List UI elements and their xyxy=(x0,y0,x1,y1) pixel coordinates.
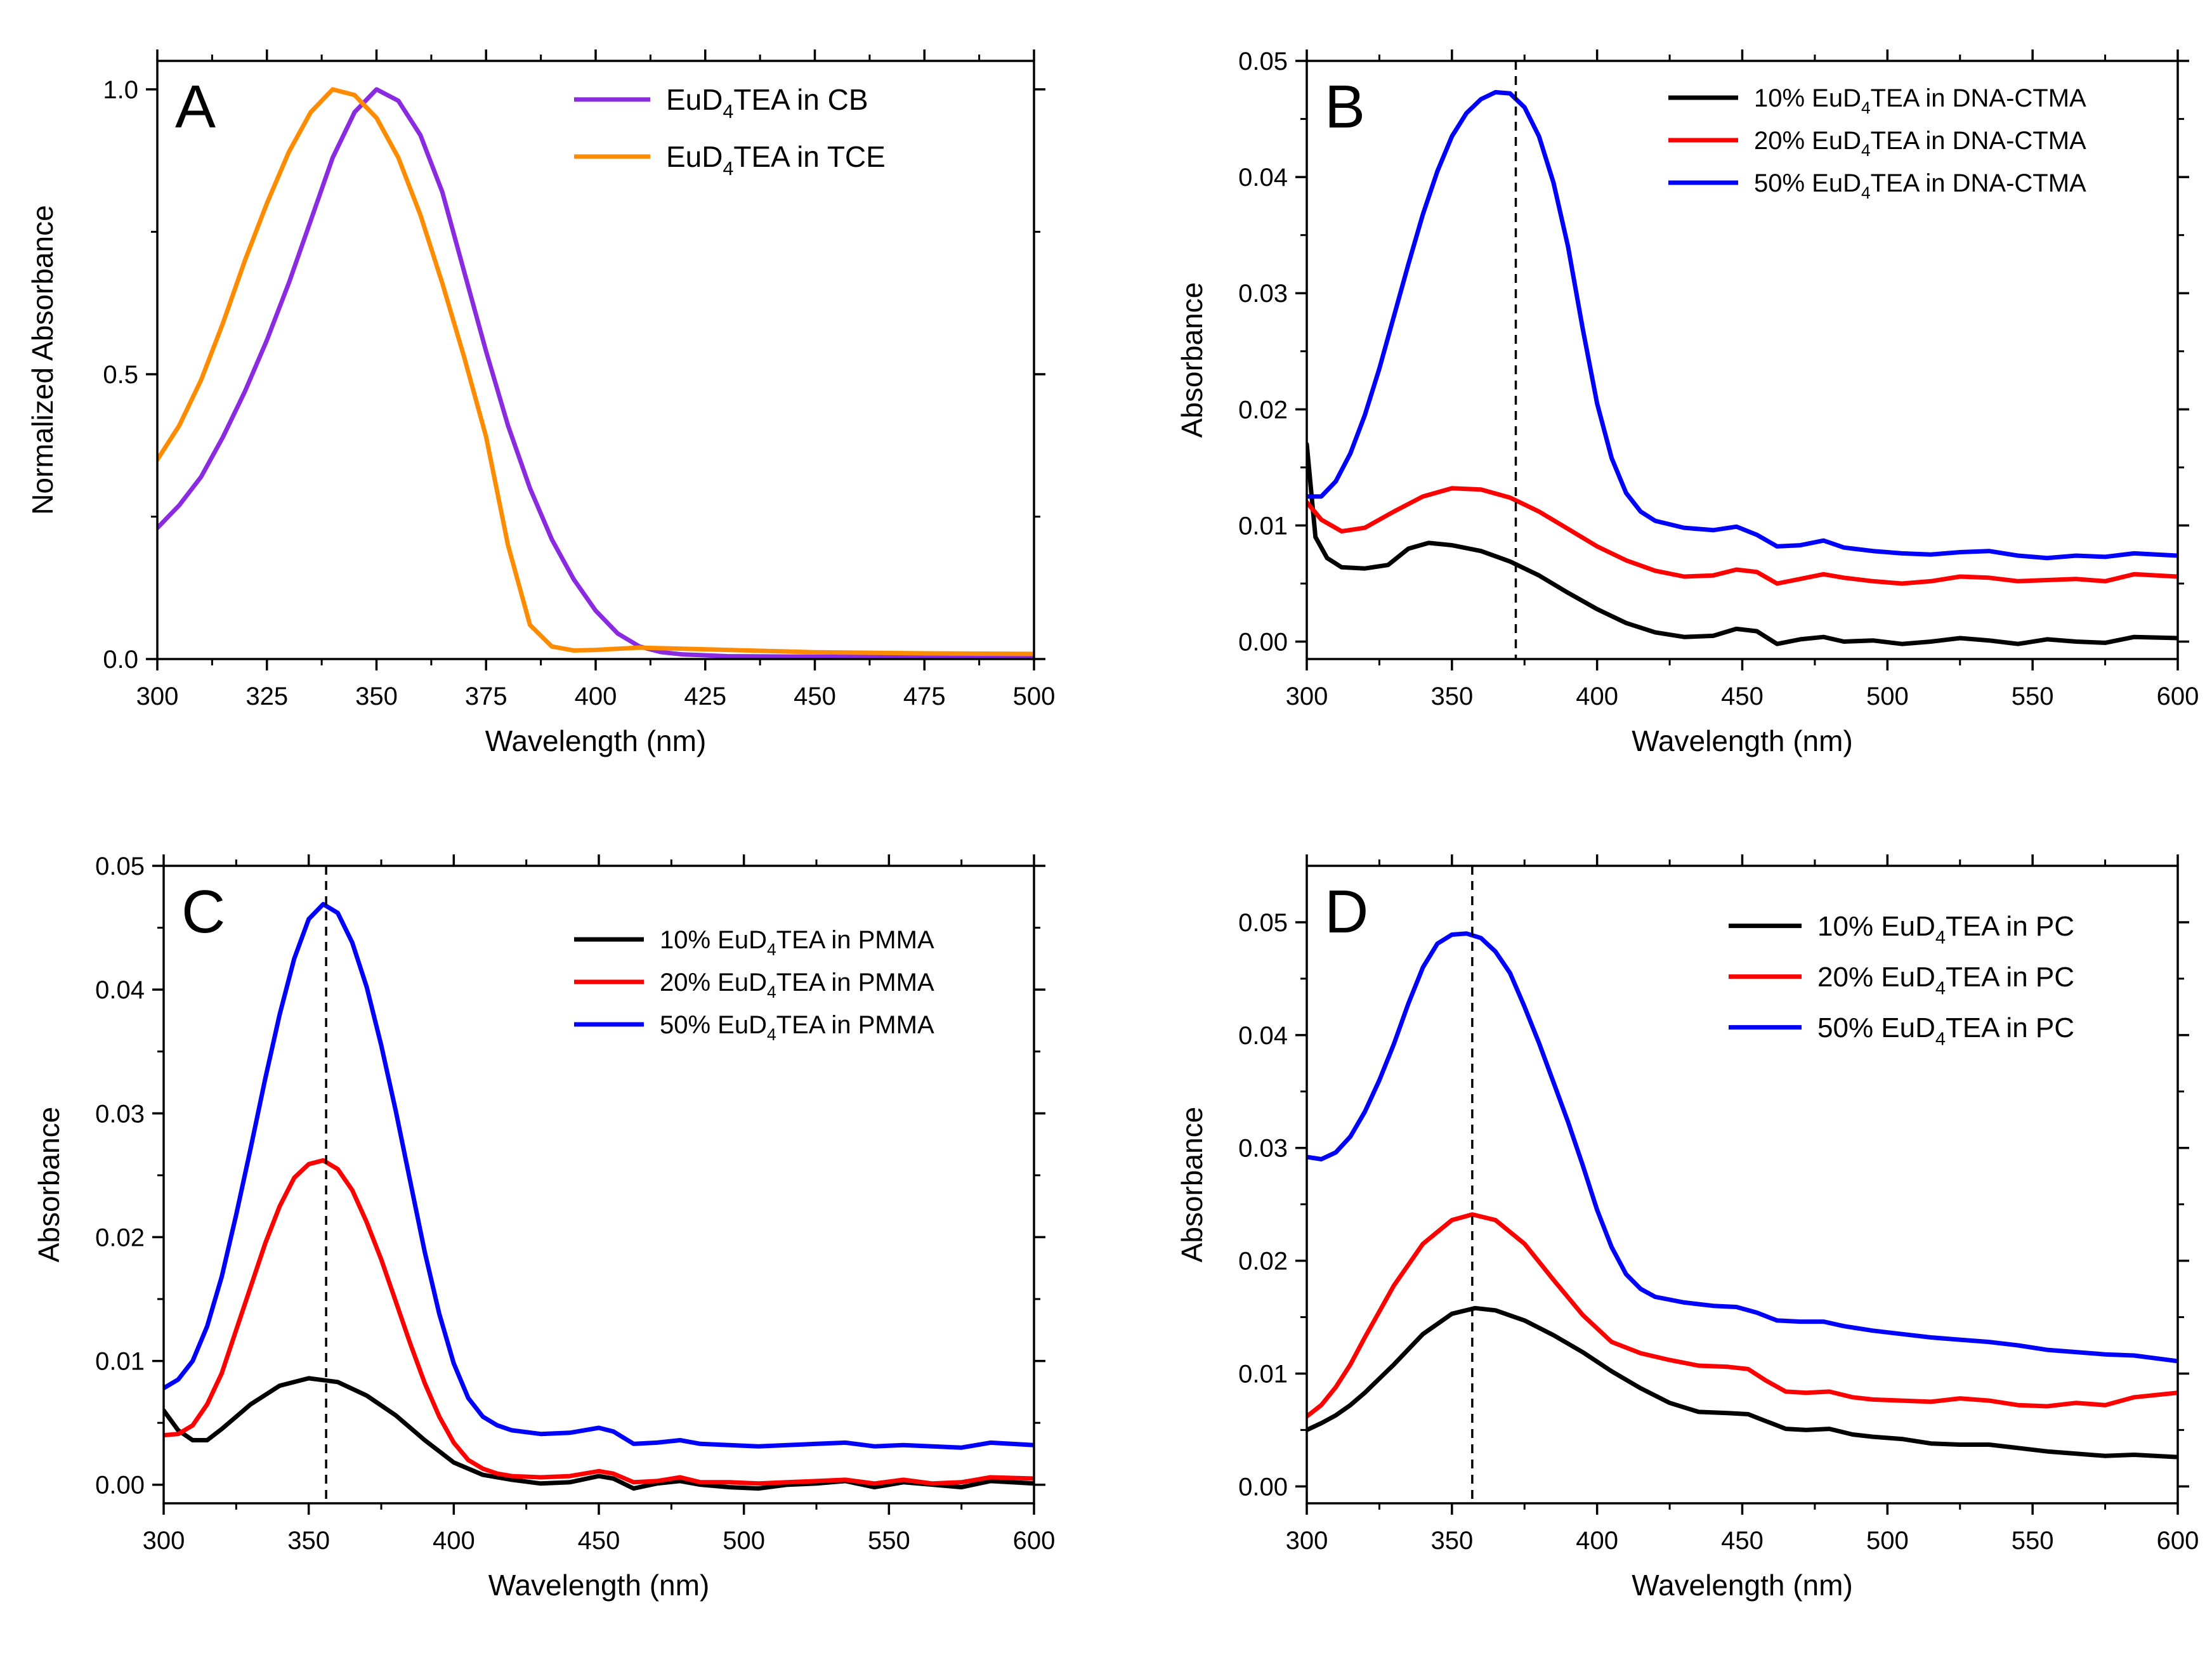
x-tick-label: 300 xyxy=(1286,683,1328,710)
x-axis-title: Wavelength (nm) xyxy=(1632,724,1853,757)
x-tick-label: 325 xyxy=(245,683,288,710)
y-tick-label: 0.00 xyxy=(1238,629,1288,657)
series-line-1 xyxy=(157,87,1034,659)
y-tick-label: 0.5 xyxy=(103,361,138,389)
x-tick-label: 400 xyxy=(433,1527,475,1555)
legend-label: 50% EuD4TEA in PC xyxy=(1817,1012,2074,1049)
y-tick-label: 0.03 xyxy=(1238,1135,1288,1163)
y-tick-label: 0.04 xyxy=(95,976,145,1004)
y-axis-title: Absorbance xyxy=(1175,282,1208,438)
x-tick-label: 350 xyxy=(1430,1527,1473,1555)
y-tick-label: 0.05 xyxy=(95,853,145,880)
legend-label: 50% EuD4TEA in DNA-CTMA xyxy=(1754,169,2086,202)
legend-label: 10% EuD4TEA in PMMA xyxy=(660,926,934,959)
y-tick-label: 0.01 xyxy=(95,1348,145,1376)
x-tick-label: 500 xyxy=(1866,683,1909,710)
series-line-2 xyxy=(1307,486,2178,586)
x-tick-label: 600 xyxy=(1013,1527,1056,1555)
x-tick-label: 350 xyxy=(1430,683,1473,710)
series-line-1 xyxy=(164,1376,1034,1491)
panel-d: 300 350 400 450 500 550 600 0.00 0.01 0.02 0.03 0.0… xyxy=(1175,854,2199,1602)
x-tick-label: 550 xyxy=(868,1527,910,1555)
legend-label: EuD4TEA in TCE xyxy=(666,140,886,180)
panel-b: 300 350 400 450 500 550 600 0.00 0.01 0.02 0.03 0.0… xyxy=(1175,48,2199,757)
y-tick-label: 0.00 xyxy=(1238,1473,1288,1501)
x-axis-title: Wavelength (nm) xyxy=(485,724,707,757)
y-tick-label: 0.03 xyxy=(95,1100,145,1128)
x-axis-title: Wavelength (nm) xyxy=(488,1569,710,1602)
y-axis-title: Normalized Absorbance xyxy=(26,205,59,514)
series-line-3 xyxy=(164,902,1034,1450)
x-tick-label: 550 xyxy=(2012,1527,2054,1555)
legend-label: 50% EuD4TEA in PMMA xyxy=(660,1011,934,1044)
y-axis-title: Absorbance xyxy=(32,1107,65,1263)
x-tick-label: 600 xyxy=(2157,683,2199,710)
x-tick-label: 500 xyxy=(723,1527,765,1555)
y-tick-label: 1.0 xyxy=(103,76,138,104)
x-tick-label: 300 xyxy=(1286,1527,1328,1555)
panel-a: 300 325 350 375 400 425 450 475 500 0.0 0.5 1.0 Wave… xyxy=(26,49,1055,757)
legend-label: 20% EuD4TEA in PC xyxy=(1817,962,2074,998)
x-tick-label: 500 xyxy=(1866,1527,1909,1555)
x-tick-label: 450 xyxy=(1721,683,1764,710)
legend: 10% EuD4TEA in PMMA 20% EuD4TEA in PMMA 50… xyxy=(574,926,934,1044)
x-tick-label: 400 xyxy=(575,683,617,710)
x-tick-label: 425 xyxy=(684,683,726,710)
y-tick-label: 0.04 xyxy=(1238,164,1288,192)
series-line-2 xyxy=(1307,1212,2178,1419)
x-tick-label: 400 xyxy=(1576,1527,1618,1555)
x-axis-title: Wavelength (nm) xyxy=(1632,1569,1853,1602)
legend-label: 10% EuD4TEA in PC xyxy=(1817,911,2074,948)
y-tick-label: 0.00 xyxy=(95,1472,145,1499)
y-tick-label: 0.02 xyxy=(1238,1248,1288,1276)
x-tick-label: 475 xyxy=(903,683,946,710)
panel-letter: A xyxy=(175,73,216,141)
y-tick-label: 0.02 xyxy=(95,1224,145,1251)
legend: EuD4TEA in CB EuD4TEA in TCE xyxy=(574,83,886,180)
x-tick-label: 400 xyxy=(1576,683,1618,710)
series-line-3 xyxy=(1307,89,2178,561)
y-tick-label: 0.03 xyxy=(1238,280,1288,308)
series-line-2 xyxy=(157,87,1034,657)
x-tick-label: 550 xyxy=(2012,683,2054,710)
series-line-1 xyxy=(1307,441,2178,646)
x-tick-label: 300 xyxy=(143,1527,185,1555)
legend: 10% EuD4TEA in PC 20% EuD4TEA in PC 50% Eu… xyxy=(1729,911,2074,1049)
x-tick-label: 300 xyxy=(136,683,179,710)
y-tick-label: 0.05 xyxy=(1238,909,1288,937)
x-tick-label: 450 xyxy=(794,683,836,710)
legend: 10% EuD4TEA in DNA-CTMA 20% EuD4TEA in DN… xyxy=(1668,84,2086,202)
legend-label: EuD4TEA in CB xyxy=(666,83,868,122)
y-tick-label: 0.01 xyxy=(1238,512,1288,540)
legend-label: 20% EuD4TEA in DNA-CTMA xyxy=(1754,127,2086,160)
panel-c: 300 350 400 450 500 550 600 0.00 0.01 0.02 0.03 0.0… xyxy=(32,853,1055,1602)
y-tick-label: 0.01 xyxy=(1238,1360,1288,1388)
x-tick-label: 350 xyxy=(287,1527,330,1555)
y-tick-label: 0.0 xyxy=(103,646,138,674)
series-line-2 xyxy=(164,1158,1034,1486)
series-line-3 xyxy=(1307,931,2178,1364)
panel-letter: D xyxy=(1325,878,1368,946)
x-tick-label: 500 xyxy=(1013,683,1056,710)
legend-label: 20% EuD4TEA in PMMA xyxy=(660,969,934,1002)
y-tick-label: 0.04 xyxy=(1238,1022,1288,1050)
y-axis-title: Absorbance xyxy=(1175,1107,1208,1263)
x-tick-label: 450 xyxy=(578,1527,620,1555)
legend-label: 10% EuD4TEA in DNA-CTMA xyxy=(1754,84,2086,117)
x-tick-label: 375 xyxy=(465,683,507,710)
panel-letter: B xyxy=(1325,73,1365,141)
series-line-1 xyxy=(1307,1305,2178,1460)
x-tick-label: 600 xyxy=(2157,1527,2199,1555)
panel-letter: C xyxy=(181,878,225,946)
x-tick-label: 450 xyxy=(1721,1527,1764,1555)
y-tick-label: 0.05 xyxy=(1238,48,1288,75)
x-tick-label: 350 xyxy=(355,683,398,710)
y-tick-label: 0.02 xyxy=(1238,396,1288,424)
